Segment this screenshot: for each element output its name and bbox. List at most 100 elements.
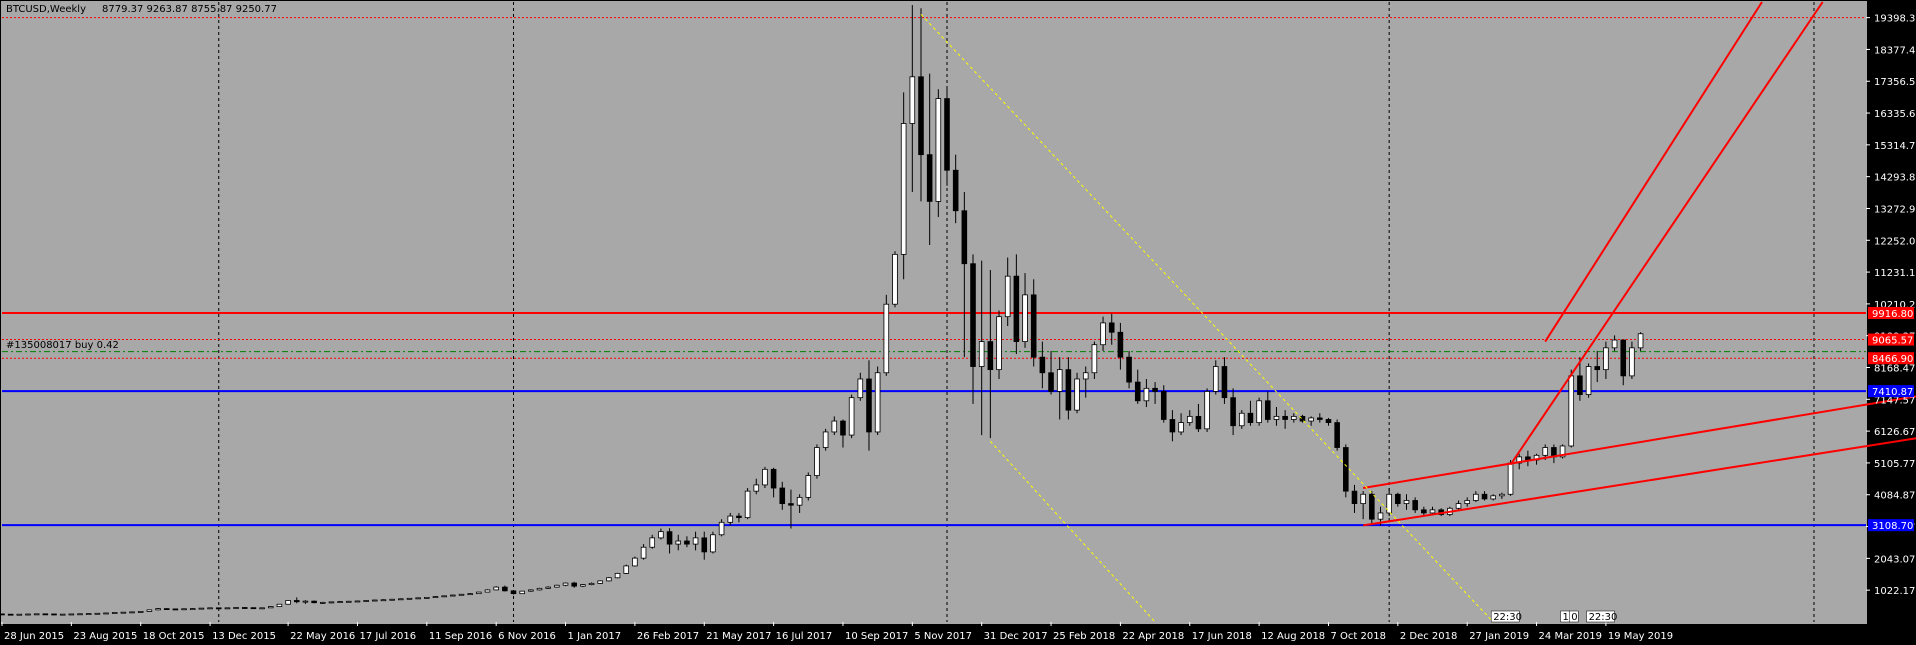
x-tick-label: 21 May 2017 xyxy=(706,631,771,642)
candle-body xyxy=(1507,462,1514,495)
candle-body xyxy=(1299,415,1306,422)
candle-body xyxy=(415,597,421,600)
candle-body xyxy=(1464,500,1470,505)
y-tick-label: 2043.07 xyxy=(1874,554,1915,565)
candle-body xyxy=(1620,339,1627,377)
candle-body xyxy=(762,468,768,486)
candle-body xyxy=(640,546,647,559)
candle-body xyxy=(1212,366,1219,392)
candle-body xyxy=(614,572,621,579)
grid-layer xyxy=(218,2,1815,622)
candle-body xyxy=(1195,415,1202,430)
candle-body xyxy=(952,169,959,212)
candle-body xyxy=(935,98,942,202)
candle-body xyxy=(666,531,673,545)
order-label[interactable]: #135008017 buy 0.42 xyxy=(6,340,119,351)
candle-body xyxy=(814,447,820,476)
candle-body xyxy=(1455,503,1462,509)
x-tick-label: 12 Aug 2018 xyxy=(1261,631,1325,642)
candle-body xyxy=(857,378,864,399)
candle-body xyxy=(753,484,760,492)
candle-body xyxy=(944,98,950,171)
price-label-box xyxy=(1868,307,1914,320)
x-axis: 28 Jun 2015 23 Aug 2015 18 Oct 2015 13 Dec … xyxy=(1,622,1673,642)
x-tick-label: 2 Dec 2018 xyxy=(1400,631,1458,642)
x-tick-label: 1 Jan 2017 xyxy=(568,631,622,642)
candle-body xyxy=(649,537,656,548)
candle-body xyxy=(189,608,196,611)
candle-body xyxy=(1230,397,1236,427)
candle-body xyxy=(1308,417,1314,422)
candle-body xyxy=(822,431,829,448)
candle-body xyxy=(900,123,907,255)
candle-body xyxy=(311,600,317,604)
candle-body xyxy=(1265,400,1271,420)
time-box xyxy=(1568,610,1579,623)
time-box-label: 0 xyxy=(1571,612,1577,623)
candle-body xyxy=(1481,493,1488,500)
candle-body xyxy=(1247,412,1254,424)
candle-body xyxy=(424,596,430,599)
candle-body xyxy=(484,589,491,593)
candle-body xyxy=(1178,422,1184,433)
candle-body xyxy=(354,600,361,603)
candle-body xyxy=(926,154,933,202)
symbol-title: BTCUSD,Weekly xyxy=(6,4,86,15)
candle-body xyxy=(606,577,612,582)
candle-body xyxy=(1325,419,1332,424)
price-label: 9065.57 xyxy=(1872,336,1913,347)
candle-body xyxy=(1499,493,1505,497)
candle-body xyxy=(398,598,404,601)
candle-body xyxy=(692,537,699,545)
candle-body xyxy=(1013,275,1020,342)
candle-body xyxy=(1074,378,1080,411)
candle-body xyxy=(545,586,551,589)
candle-body xyxy=(389,598,395,601)
candle-body xyxy=(1065,369,1072,411)
candle-body xyxy=(744,490,751,519)
candle-body xyxy=(1117,331,1124,358)
y-tick-label: 16335.67 xyxy=(1874,109,1916,120)
candle-body xyxy=(1126,356,1132,383)
x-tick-label: 17 Jun 2018 xyxy=(1192,631,1252,642)
candle-body xyxy=(129,611,135,614)
candle-body xyxy=(831,420,838,433)
candle-body xyxy=(302,600,309,603)
candle-body xyxy=(111,612,118,614)
candle-body xyxy=(276,603,283,607)
candle-body xyxy=(736,515,742,519)
x-tick-label: 16 Jul 2017 xyxy=(776,631,833,642)
time-box xyxy=(1490,610,1520,623)
candle-body xyxy=(805,475,812,498)
x-tick-label: 31 Dec 2017 xyxy=(984,631,1048,642)
y-tick-label: 5105.77 xyxy=(1874,459,1915,470)
candle-body xyxy=(163,608,170,611)
candle-body xyxy=(588,582,595,586)
candle-body xyxy=(727,515,734,523)
candle-body xyxy=(450,594,456,597)
y-tick-label: 4084.87 xyxy=(1874,491,1915,502)
trendline-diag xyxy=(989,440,1156,623)
candle-body xyxy=(1490,495,1496,500)
trendlines-layer xyxy=(920,1,1916,623)
candle-body xyxy=(1611,339,1618,349)
candle-body xyxy=(1134,381,1141,402)
candle-body xyxy=(215,607,222,610)
candle-body xyxy=(103,612,109,615)
candle-body xyxy=(840,420,846,436)
price-label: 3108.70 xyxy=(1872,521,1913,532)
x-tick-label: 23 Aug 2015 xyxy=(73,631,137,642)
candle-body xyxy=(1577,375,1583,395)
candle-body xyxy=(970,263,976,367)
price-label-box xyxy=(1868,333,1914,346)
candle-body xyxy=(380,599,387,602)
candle-body xyxy=(146,609,153,612)
x-tick-label: 6 Nov 2016 xyxy=(498,631,556,642)
candle-body xyxy=(580,584,586,587)
candle-body xyxy=(328,601,335,604)
candle-body xyxy=(1317,417,1323,420)
candles-layer xyxy=(0,5,1644,616)
candle-body xyxy=(1169,419,1176,433)
